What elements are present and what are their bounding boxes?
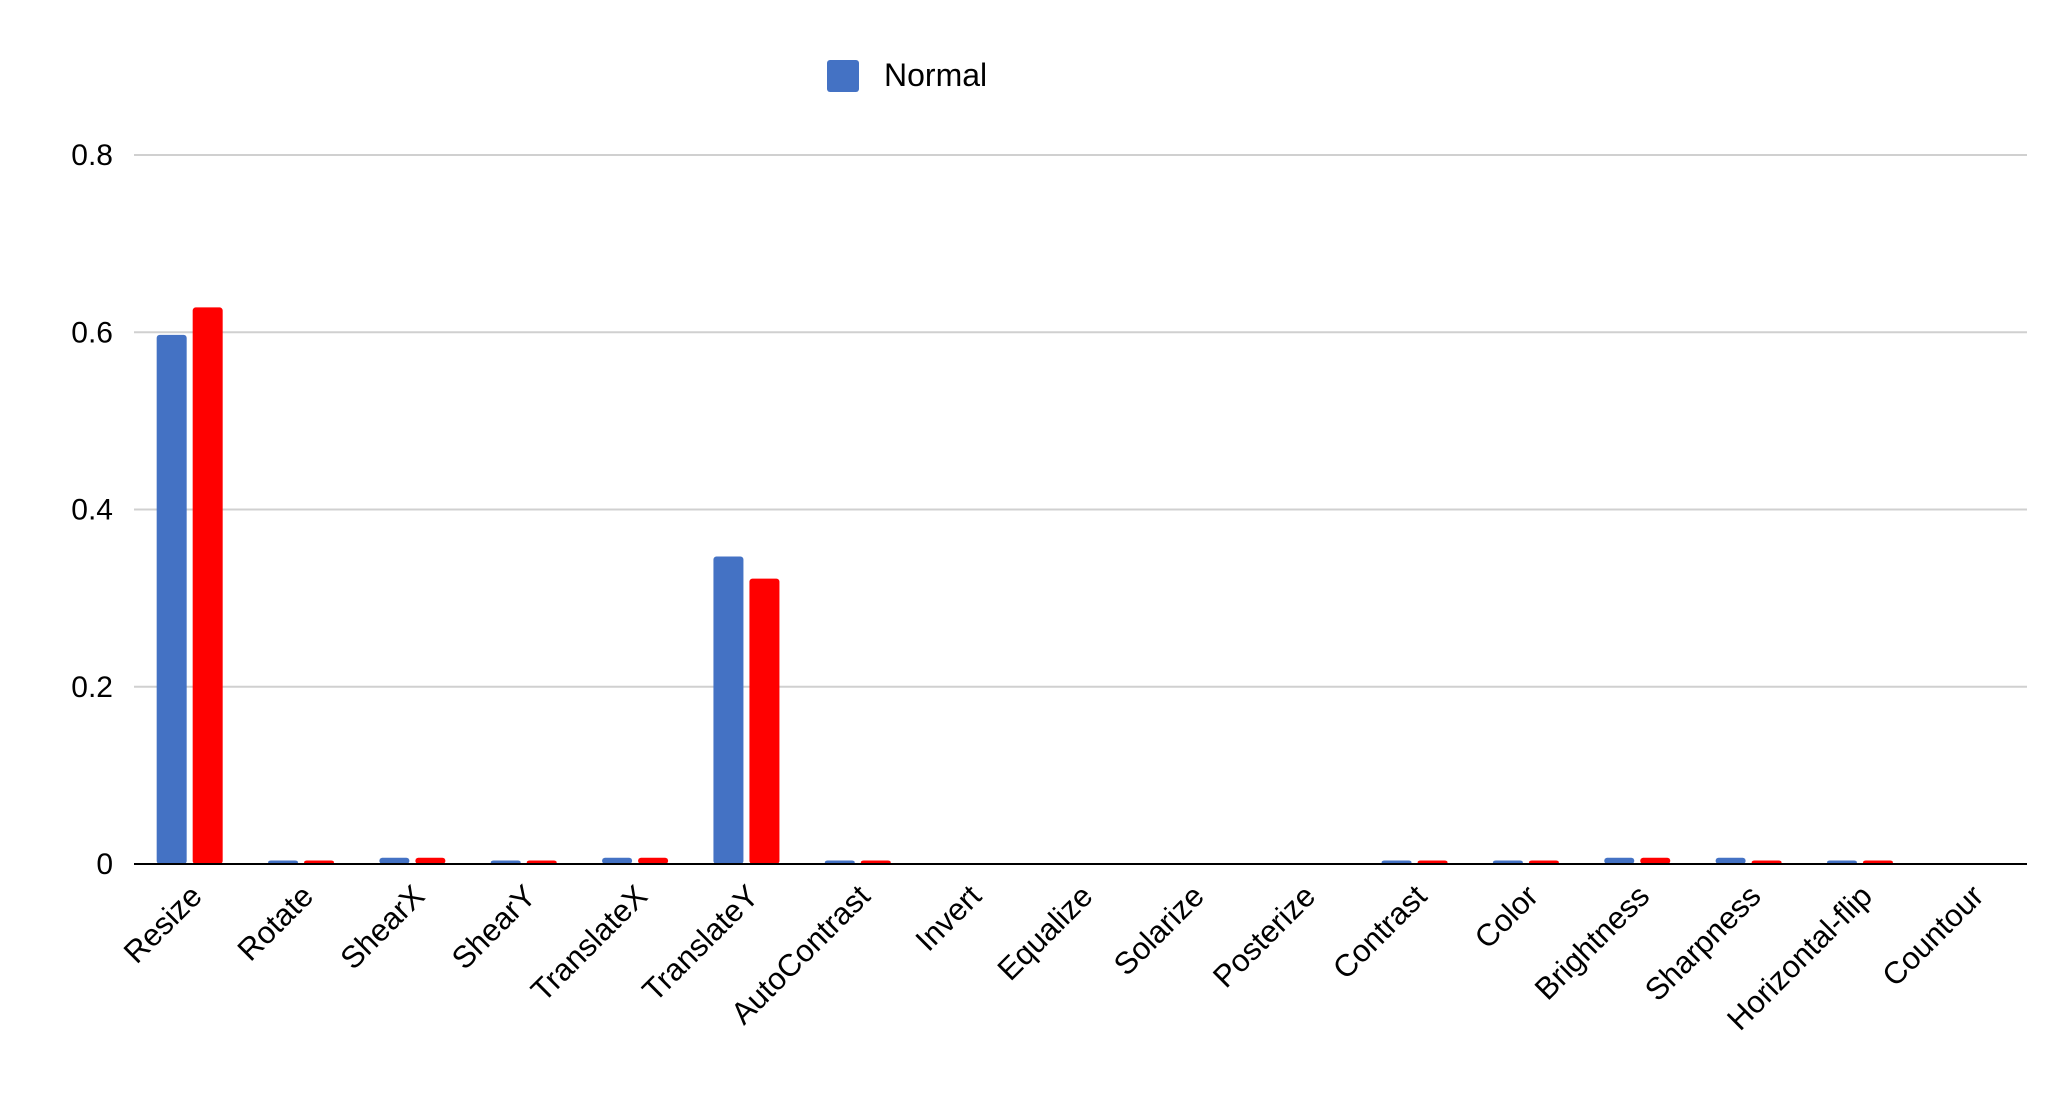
x-tick-label: TranslateX <box>524 878 654 1008</box>
bars <box>156 307 1893 864</box>
bar-series1-sharpness <box>1715 857 1746 864</box>
bar-series2-resize <box>192 307 223 864</box>
x-tick-label: Countour <box>1875 878 1990 993</box>
gridlines <box>134 154 2027 688</box>
legend-label: Normal <box>884 57 987 93</box>
bar-series2-translatey <box>749 578 780 864</box>
x-tick-label: Equalize <box>991 878 1100 987</box>
x-tick-label: Resize <box>117 878 209 970</box>
x-tick-label: Color <box>1468 878 1545 955</box>
legend-swatch <box>827 60 859 92</box>
bar-series1-brightness <box>1604 857 1635 864</box>
y-tick-label: 0.8 <box>71 139 113 172</box>
bar-series1-resize <box>156 334 187 864</box>
y-tick-label: 0.4 <box>71 494 113 527</box>
bar-series2-translatex <box>638 857 669 864</box>
x-tick-label: Contrast <box>1326 878 1434 986</box>
x-tick-label: Brightness <box>1528 878 1656 1006</box>
y-tick-label: 0.2 <box>71 671 113 704</box>
bar-series2-shearx <box>415 857 446 864</box>
y-tick-label: 0 <box>96 848 113 881</box>
x-tick-label: Posterize <box>1206 878 1322 994</box>
x-tick-label: Rotate <box>231 878 320 967</box>
y-axis-tick-labels: 0 0.2 0.4 0.6 0.8 <box>71 139 113 881</box>
bar-series2-brightness <box>1640 857 1671 864</box>
legend: Normal <box>827 57 987 93</box>
bar-series1-translatex <box>602 857 633 864</box>
x-tick-label: ShearY <box>445 878 543 976</box>
y-tick-label: 0.6 <box>71 316 113 349</box>
x-tick-label: Invert <box>909 878 989 958</box>
x-tick-label: ShearX <box>333 878 431 976</box>
x-tick-label: Solarize <box>1107 878 1211 982</box>
x-axis-tick-labels: Resize Rotate ShearX ShearYTranslateXTransl… <box>117 878 1990 1037</box>
bar-series1-shearx <box>379 857 410 864</box>
bar-series1-translatey <box>713 556 744 864</box>
